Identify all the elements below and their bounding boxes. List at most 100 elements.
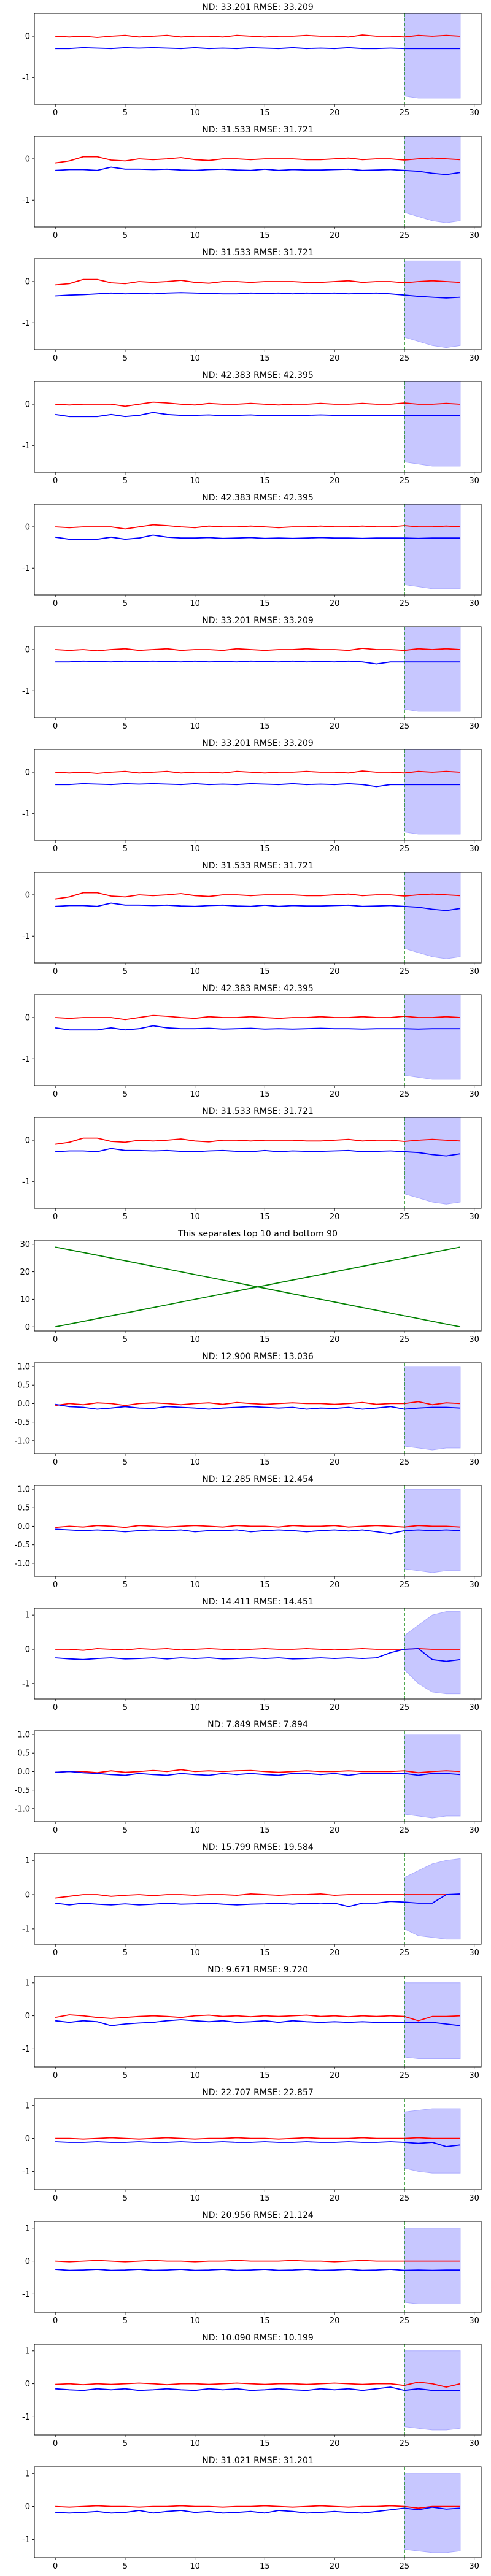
x-tick-label: 25 bbox=[400, 722, 410, 731]
x-tick-label: 0 bbox=[53, 1703, 58, 1712]
x-tick-label: 0 bbox=[53, 967, 58, 976]
x-tick-label: 30 bbox=[469, 231, 479, 240]
chart-panel-2: ND: 31.533 RMSE: 31.721 0 5 10 15 20 25 30 0 -1 bbox=[22, 125, 482, 240]
axes-frame bbox=[34, 504, 482, 596]
series-line-2 bbox=[55, 292, 460, 299]
panel-title: ND: 31.533 RMSE: 31.721 bbox=[202, 248, 314, 258]
series-line-1 bbox=[55, 2014, 460, 2022]
x-tick-label: 5 bbox=[123, 845, 128, 854]
x-tick-label: 20 bbox=[330, 2194, 340, 2203]
x-tick-label: 10 bbox=[190, 2562, 200, 2571]
series-line-2 bbox=[55, 2019, 461, 2026]
x-tick-label: 30 bbox=[469, 477, 479, 486]
y-tick-label: -1 bbox=[22, 1925, 30, 1934]
chart-panel-5: ND: 42.383 RMSE: 42.395 0 5 10 15 20 25 30 0 -1 bbox=[22, 493, 482, 608]
x-tick-label: 15 bbox=[260, 477, 270, 486]
axes-frame bbox=[34, 258, 482, 350]
axes-frame bbox=[34, 749, 482, 841]
x-tick-label: 5 bbox=[123, 354, 128, 363]
y-tick-label: -1 bbox=[22, 2168, 30, 2177]
y-tick-label: -1 bbox=[22, 74, 30, 83]
x-tick-label: 5 bbox=[123, 1090, 128, 1099]
x-tick-label: 10 bbox=[190, 599, 200, 608]
x-tick-label: 20 bbox=[330, 2439, 340, 2448]
y-tick-label: 0.0 bbox=[17, 1522, 30, 1531]
chart-panel-10: ND: 31.533 RMSE: 31.721 0 5 10 15 20 25 30 0 -1 bbox=[22, 1106, 482, 1222]
x-tick-label: 5 bbox=[123, 2562, 128, 2571]
y-tick-label: 0.5 bbox=[17, 1504, 30, 1513]
x-tick-label: 25 bbox=[400, 599, 410, 608]
y-tick-label: -1 bbox=[22, 2413, 30, 2422]
y-tick-label: 0 bbox=[25, 1891, 30, 1900]
x-tick-label: 25 bbox=[400, 354, 410, 363]
x-tick-label: 20 bbox=[330, 1090, 340, 1099]
series-line-2 bbox=[55, 534, 460, 540]
axes-frame bbox=[34, 626, 482, 718]
panel-title: ND: 14.411 RMSE: 14.451 bbox=[202, 1597, 314, 1607]
x-tick-label: 15 bbox=[260, 722, 270, 731]
x-tick-label: 5 bbox=[123, 1703, 128, 1712]
x-tick-label: 15 bbox=[260, 231, 270, 240]
series-line-1 bbox=[55, 2137, 460, 2140]
x-tick-label: 0 bbox=[53, 2439, 58, 2448]
forecast-interval-band bbox=[404, 2228, 461, 2304]
x-tick-label: 25 bbox=[400, 2317, 410, 2326]
x-tick-label: 20 bbox=[330, 2071, 340, 2080]
x-tick-label: 10 bbox=[190, 1090, 200, 1099]
x-tick-label: 0 bbox=[53, 599, 58, 608]
forecast-interval-band bbox=[404, 2108, 461, 2174]
x-tick-label: 5 bbox=[123, 967, 128, 976]
x-tick-label: 30 bbox=[469, 109, 479, 118]
x-tick-label: 10 bbox=[190, 2439, 200, 2448]
x-tick-label: 5 bbox=[123, 2194, 128, 2203]
x-tick-label: 10 bbox=[190, 722, 200, 731]
x-tick-label: 15 bbox=[260, 967, 270, 976]
axes-frame bbox=[34, 994, 482, 1086]
x-tick-label: 10 bbox=[190, 1458, 200, 1467]
y-tick-label: 0 bbox=[25, 523, 30, 532]
chart-panel-9: ND: 42.383 RMSE: 42.395 0 5 10 15 20 25 30 0 -1 bbox=[22, 984, 482, 1099]
series-line-2 bbox=[55, 660, 460, 665]
forecast-interval-band bbox=[404, 1611, 461, 1695]
x-tick-label: 20 bbox=[330, 109, 340, 118]
x-tick-label: 20 bbox=[330, 1949, 340, 1958]
x-tick-label: 5 bbox=[123, 2317, 128, 2326]
series-line-1 bbox=[55, 1769, 460, 1774]
series-line-1 bbox=[55, 1647, 460, 1651]
forecast-interval-band bbox=[404, 1734, 461, 1819]
x-tick-label: 0 bbox=[53, 1213, 58, 1222]
panel-title: ND: 31.021 RMSE: 31.201 bbox=[202, 2456, 314, 2466]
forecast-interval-band bbox=[404, 1858, 461, 1940]
chart-panel-3: ND: 31.533 RMSE: 31.721 0 5 10 15 20 25 30 0 -1 bbox=[22, 248, 482, 363]
y-tick-label: -0.5 bbox=[15, 1786, 30, 1795]
y-tick-label: -0.5 bbox=[15, 1418, 30, 1427]
x-tick-label: 20 bbox=[330, 1703, 340, 1712]
x-tick-label: 25 bbox=[400, 1335, 410, 1344]
panel-title: ND: 15.799 RMSE: 19.584 bbox=[202, 1842, 314, 1852]
y-tick-label: -1 bbox=[22, 810, 30, 819]
y-tick-label: 1 bbox=[25, 1857, 30, 1866]
y-tick-label: 0 bbox=[25, 2012, 30, 2021]
axes-frame bbox=[34, 2344, 482, 2436]
x-tick-label: 10 bbox=[190, 967, 200, 976]
series-line-2 bbox=[55, 1148, 461, 1157]
chart-panel-8: ND: 31.533 RMSE: 31.721 0 5 10 15 20 25 30 0 -1 bbox=[22, 861, 482, 976]
x-tick-label: 25 bbox=[400, 2439, 410, 2448]
panel-title: ND: 12.285 RMSE: 12.454 bbox=[202, 1474, 314, 1484]
forecast-interval-band bbox=[404, 994, 461, 1080]
x-tick-label: 25 bbox=[400, 967, 410, 976]
axes-frame bbox=[34, 872, 482, 964]
x-tick-label: 20 bbox=[330, 477, 340, 486]
y-tick-label: -1 bbox=[22, 1178, 30, 1187]
panel-title: ND: 33.201 RMSE: 33.209 bbox=[202, 616, 314, 626]
panel-title: ND: 33.201 RMSE: 33.209 bbox=[202, 2, 314, 12]
y-tick-label: -1 bbox=[22, 2536, 30, 2545]
x-tick-label: 15 bbox=[260, 1581, 270, 1590]
x-tick-label: 5 bbox=[123, 599, 128, 608]
x-tick-label: 10 bbox=[190, 477, 200, 486]
x-tick-label: 30 bbox=[469, 722, 479, 731]
y-tick-label: 0 bbox=[25, 891, 30, 900]
